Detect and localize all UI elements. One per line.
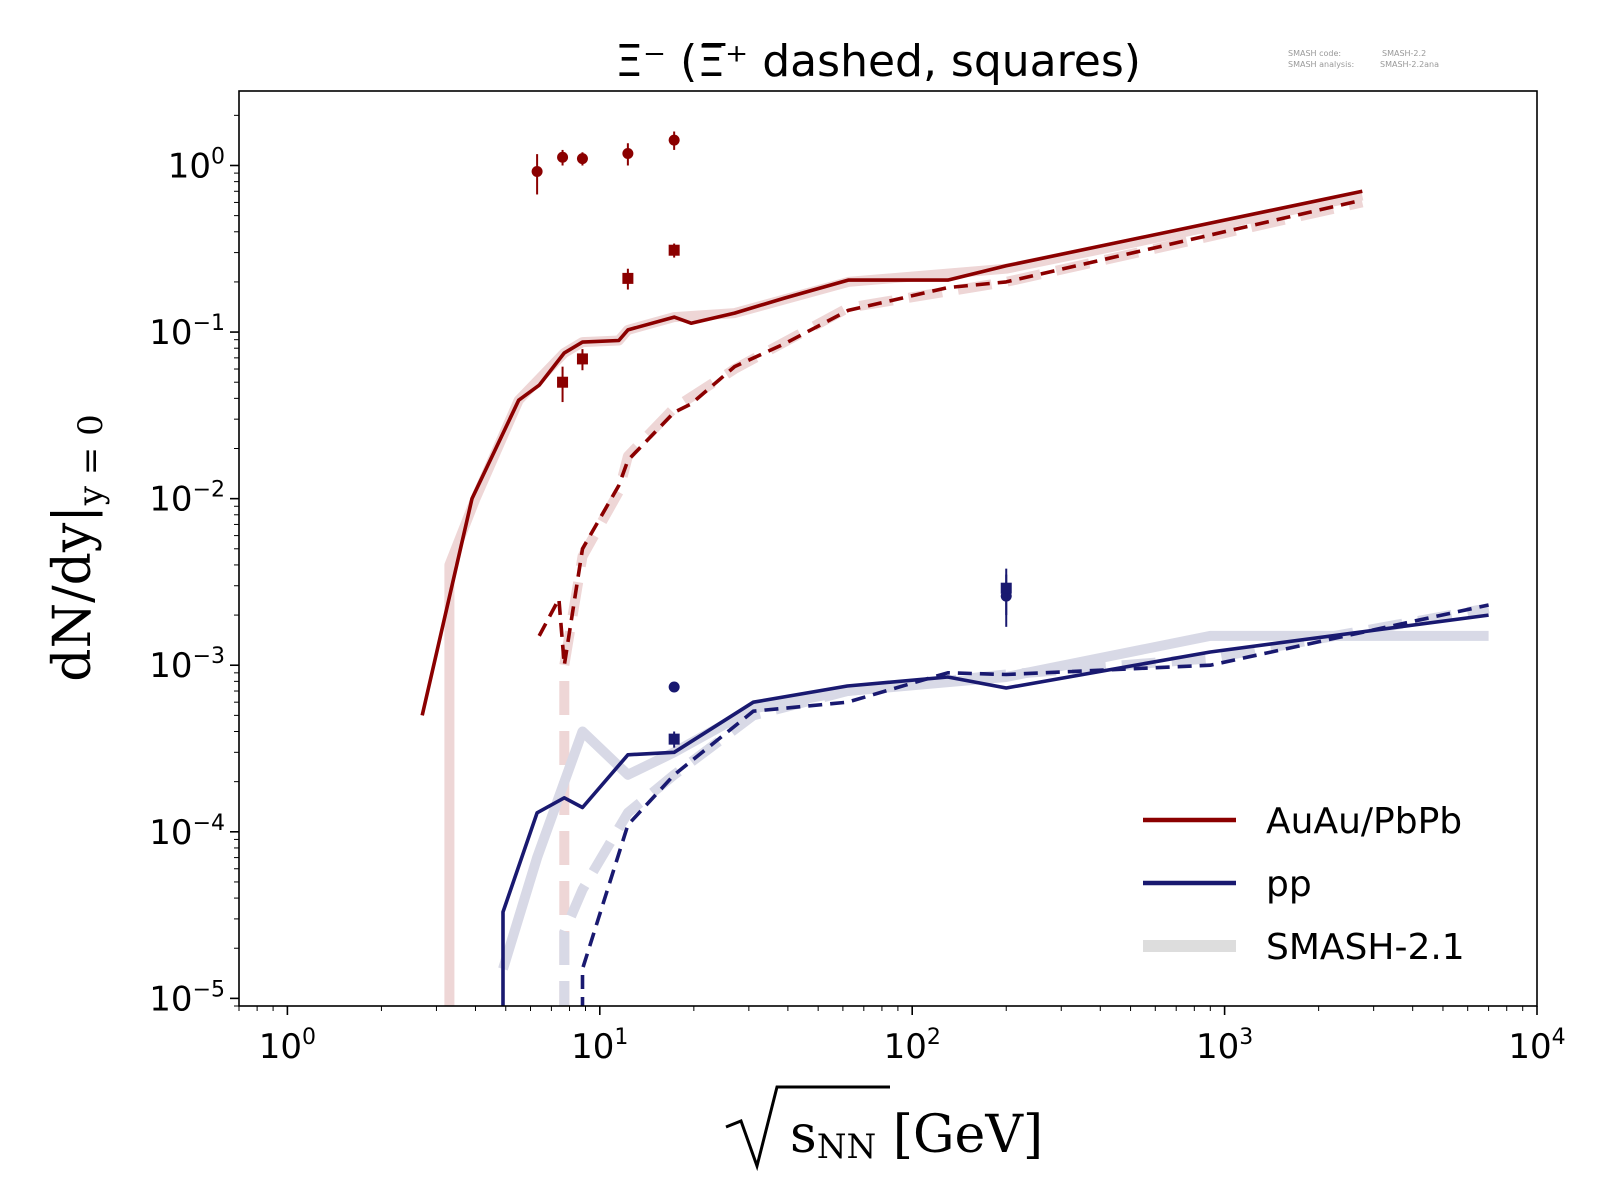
smash21-pp-xi-solid-line [498,630,1489,971]
pp-antixi-dashed-line [580,603,1489,1006]
y-tick-label: 100 [168,144,225,186]
smash21-pp-antixi-dashed-line [559,603,1490,1006]
legend-label-1: pp [1266,864,1312,905]
smash-analysis-value: SMASH-2.2ana [1380,60,1439,69]
auau-data-point-circle [531,154,543,195]
x-tick-label: 103 [1196,1025,1253,1067]
marker-circle [622,148,634,160]
chart-title: Ξ⁻ (Ξ̅⁺ dashed, squares) [615,36,1141,87]
pp-data-point-square [1000,568,1012,616]
legend: AuAu/PbPb pp SMASH-2.1 [1143,801,1465,968]
x-axis-label-sub: NN [817,1127,877,1167]
x-axis-label: sNN [GeV] [725,1085,1043,1172]
svg-text:sNN [GeV]: sNN [GeV] [790,1105,1043,1167]
marker-square [1000,582,1012,594]
auau-data-point-square [622,268,634,290]
marker-circle [576,153,588,165]
marker-square [576,353,588,365]
pp-xi-solid-line [501,613,1489,1006]
y-tick-label: 10−5 [149,977,225,1019]
y-axis-label-main: dN/dy| [43,505,103,682]
marker-circle [531,166,543,178]
x-axis-label-unit: [GeV] [876,1105,1043,1165]
pp-data-point-square [668,731,680,748]
auau-data-point-circle [622,143,634,166]
marker-square [622,272,634,284]
y-tick-label: 10−2 [149,478,225,520]
smash-code-value: SMASH-2.2 [1382,49,1426,58]
y-axis-label-sub: y = 0 [71,414,111,506]
x-tick-label: 102 [884,1025,941,1067]
marker-circle [557,151,569,163]
pp-data-point-circle [668,681,680,693]
x-tick-label: 104 [1508,1025,1565,1067]
marker-square [668,244,680,256]
y-tick-label: 10−4 [149,811,225,853]
y-tick-label: 10−1 [149,311,225,353]
auau-data-point-square [557,366,569,403]
smash-analysis-label: SMASH analysis: [1288,60,1354,69]
x-axis-label-main: s [790,1105,817,1165]
marker-circle [668,681,680,693]
smash-version-meta: SMASH code: SMASH-2.2 SMASH analysis: SM… [1288,49,1439,69]
marker-circle [668,134,680,146]
auau-data-point-circle [668,131,680,150]
auau-data-point-circle [557,149,569,166]
plot-frame [238,90,1538,1007]
auau-data-point-square [668,243,680,258]
y-tick-label: 10−3 [149,644,225,686]
auau-data-point-circle [576,152,588,166]
x-tick-label: 101 [571,1025,628,1067]
x-tick-label: 100 [259,1025,316,1067]
auau-xi-solid-line [420,189,1363,716]
auau-antixi-dashed-line [537,198,1363,667]
smash-code-label: SMASH code: [1288,49,1341,58]
sqrt-radical [725,1085,890,1172]
legend-label-2: SMASH-2.1 [1266,927,1465,968]
legend-label-0: AuAu/PbPb [1266,801,1462,842]
y-axis-label: dN/dy|y = 0 [43,414,111,681]
marker-square [557,376,569,388]
marker-square [668,733,680,745]
auau-data-point-square [576,349,588,371]
